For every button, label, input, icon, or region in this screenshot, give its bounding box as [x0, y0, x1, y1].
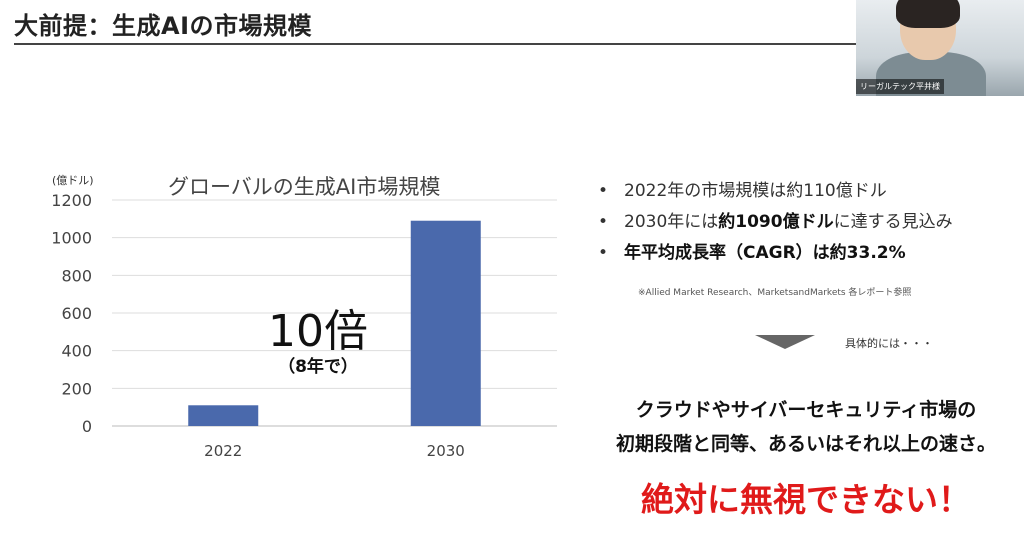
market-size-bar-chart: (億ドル) グローバルの生成AI市場規模 0 200 400 600 800 1000 12…: [51, 174, 557, 460]
x-tick-label: 2022: [204, 442, 242, 460]
bar-2022: [188, 405, 259, 426]
x-tick-label: 2030: [427, 442, 465, 460]
chart-title: グローバルの生成AI市場規模: [168, 175, 440, 199]
source-footnote: ※Allied Market Research、MarketsandMarket…: [638, 288, 912, 298]
chart-annotation-sub: （8年で）: [278, 356, 358, 377]
page-title: 大前提：生成AIの市場規模: [14, 12, 313, 40]
person-hair: [896, 0, 960, 28]
key-points-list: • 2022年の市場規模は約110億ドル • 2030年には約1090億ドルに達する…: [598, 176, 953, 269]
statement-emphasis: 絶対に無視できない！: [641, 480, 971, 519]
bullet-icon: •: [598, 243, 609, 263]
chart-unit-label: (億ドル): [52, 174, 94, 187]
webcam-name-label: リーガルテック平井様: [856, 79, 944, 94]
title-divider: [14, 43, 856, 45]
bullet-point: • 2022年の市場規模は約110億ドル: [598, 181, 887, 201]
y-tick-label: 0: [82, 417, 92, 436]
bullet-point: • 2030年には約1090億ドルに達する見込み: [598, 212, 953, 232]
bar-2030: [410, 220, 481, 426]
down-arrow-icon: [755, 335, 815, 349]
y-tick-label: 200: [61, 379, 92, 398]
bullet-point: • 年平均成長率（CAGR）は約33.2%: [598, 243, 906, 263]
chart-annotation-main: 10倍: [268, 306, 368, 357]
y-tick-label: 1200: [51, 191, 92, 210]
concrete-label: 具体的には・・・: [845, 337, 933, 350]
y-tick-label: 800: [61, 266, 92, 285]
bullet-icon: •: [598, 181, 609, 201]
y-tick-label: 400: [61, 342, 92, 361]
y-tick-label: 1000: [51, 229, 92, 248]
y-tick-label: 600: [61, 304, 92, 323]
webcam-video: リーガルテック平井様: [856, 0, 1024, 96]
statement-line-1: クラウドやサイバーセキュリティ市場の: [635, 399, 977, 421]
bullet-icon: •: [598, 212, 609, 232]
statement-line-2: 初期段階と同等、あるいはそれ以上の速さ。: [615, 433, 996, 455]
